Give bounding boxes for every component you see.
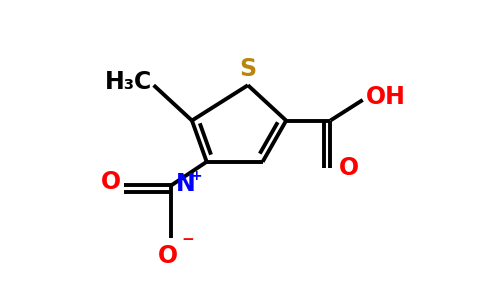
Text: N: N [176, 172, 196, 196]
Text: S: S [239, 57, 257, 81]
Text: O: O [339, 156, 359, 180]
Text: −: − [182, 232, 195, 247]
Text: H₃C: H₃C [105, 70, 152, 94]
Text: +: + [191, 169, 202, 184]
Text: O: O [101, 170, 121, 194]
Text: OH: OH [366, 85, 406, 109]
Text: O: O [158, 244, 179, 268]
